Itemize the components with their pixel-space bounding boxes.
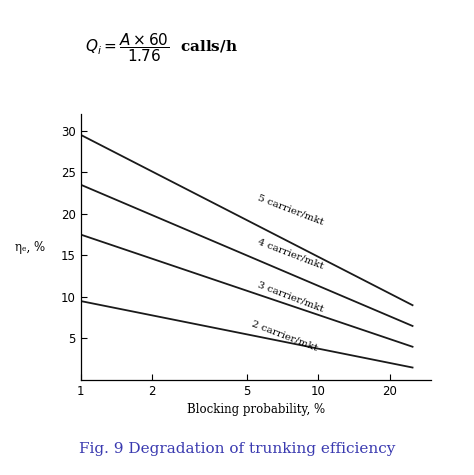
Y-axis label: ηₑ, %: ηₑ, % [15,240,46,254]
Text: 3 carrier/mkt: 3 carrier/mkt [256,280,325,314]
Text: $Q_i = \dfrac{A \times 60}{1.76}$  calls/h: $Q_i = \dfrac{A \times 60}{1.76}$ calls/… [85,31,238,64]
Text: 2 carrier/mkt: 2 carrier/mkt [251,319,319,352]
Text: Fig. 9 Degradation of trunking efficiency: Fig. 9 Degradation of trunking efficienc… [79,442,395,456]
X-axis label: Blocking probability, %: Blocking probability, % [187,403,325,417]
Text: 4 carrier/mkt: 4 carrier/mkt [256,237,325,270]
Text: 5 carrier/mkt: 5 carrier/mkt [256,193,325,226]
